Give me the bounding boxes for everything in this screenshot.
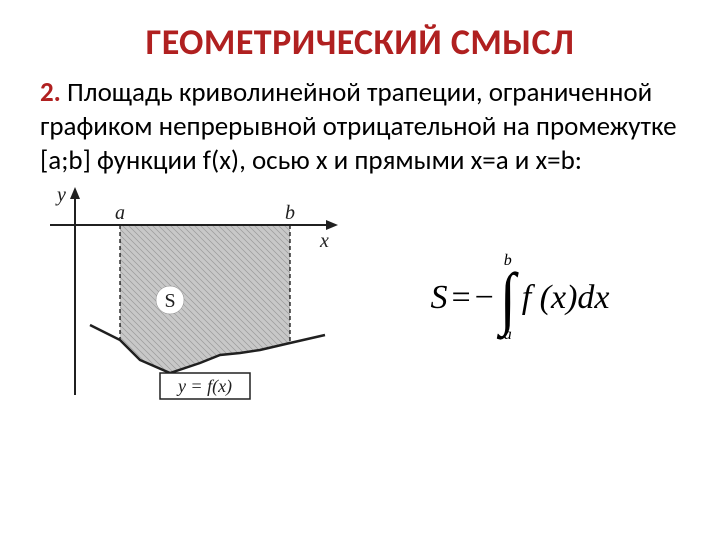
slide-title: ГЕОМЕТРИЧЕСКИЙ СМЫСЛ xyxy=(40,20,680,64)
svg-text:x: x xyxy=(319,230,329,252)
body-text-content: Площадь криволинейной трапеции, ограниче… xyxy=(40,76,677,177)
formula-container: S = − b ∫ a f (x)dx xyxy=(360,253,680,343)
formula-S: S xyxy=(430,279,447,317)
content-row: Sy x a b y = f(x) S = − b ∫ a f (x)dx xyxy=(40,185,680,410)
item-number: 2. xyxy=(40,76,61,109)
formula-equals: = xyxy=(451,279,470,317)
svg-text:b: b xyxy=(285,202,295,224)
integral-diagram: Sy x a b y = f(x) xyxy=(40,185,340,405)
title-text: ГЕОМЕТРИЧЕСКИЙ СМЫСЛ xyxy=(146,20,575,64)
svg-text:S: S xyxy=(164,290,175,312)
integral-sign: ∫ xyxy=(500,263,516,333)
integral-symbol-group: b ∫ a xyxy=(500,253,516,343)
formula-minus: − xyxy=(475,279,494,317)
diagram-container: Sy x a b y = f(x) xyxy=(40,185,340,410)
formula-integrand: f (x)dx xyxy=(522,279,610,317)
formula: S = − b ∫ a f (x)dx xyxy=(430,253,609,343)
body-paragraph: 2. Площадь криволинейной трапеции, огран… xyxy=(40,76,680,177)
svg-text:y = f(x): y = f(x) xyxy=(176,376,232,397)
svg-text:a: a xyxy=(115,202,125,224)
svg-text:y: y xyxy=(55,185,66,206)
